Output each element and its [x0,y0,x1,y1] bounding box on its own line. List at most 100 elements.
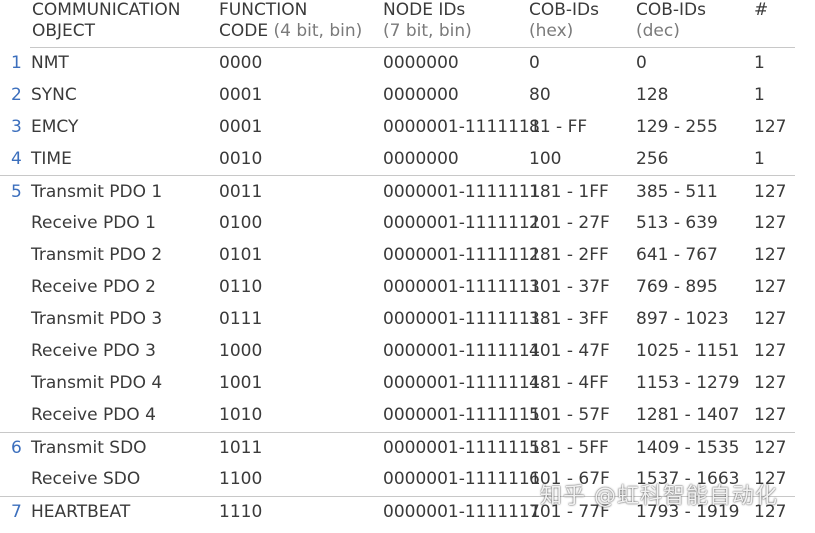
node-ids-cell: 0000001-1111111 [383,245,541,265]
group-number: 3 [11,117,22,137]
communication-object-cell: SYNC [31,85,77,105]
function-code-cell: 0000 [219,53,263,73]
table-row: 5 Transmit PDO 1 0011 0000001-1111111 181 - … [0,181,815,213]
group-number: 4 [11,149,22,169]
cob-id-dec-cell: 1281 - 1407 [636,405,740,425]
cob-id-hex-cell: 481 - 4FF [529,373,609,393]
cob-id-hex-cell: 81 - FF [529,117,588,137]
function-code-cell: 0001 [219,85,263,105]
group-number: 7 [11,502,22,522]
group-number: 6 [11,438,22,458]
node-ids-cell: 0000001-1111111 [383,182,541,202]
cob-id-dec-cell: 129 - 255 [636,117,718,137]
cob-id-hex-cell: 401 - 47F [529,341,610,361]
function-code-cell: 1010 [219,405,263,425]
count-cell: 127 [754,277,787,297]
count-cell: 127 [754,373,787,393]
header-divider [30,47,795,48]
cob-id-hex-cell: 100 [529,149,562,169]
communication-object-cell: TIME [31,149,72,169]
node-ids-cell: 0000001-1111111 [383,438,541,458]
cob-id-hex-cell: 581 - 5FF [529,438,609,458]
header-node-ids: NODE IDs (7 bit, bin) [383,0,472,41]
count-cell: 1 [754,85,765,105]
count-cell: 1 [754,149,765,169]
cob-id-hex-cell: 181 - 1FF [529,182,609,202]
count-cell: 1 [754,53,765,73]
cob-id-hex-cell: 701 - 77F [529,502,610,522]
count-cell: 127 [754,502,787,522]
node-ids-cell: 0000000 [383,85,459,105]
cob-id-dec-cell: 1537 - 1663 [636,469,740,489]
table-row: Transmit PDO 2 0101 0000001-1111111 281 - 2… [0,244,815,276]
watermark: 知乎 @虹科智能自动化 [540,484,778,509]
node-ids-cell: 0000000 [383,53,459,73]
cob-id-hex-cell: 501 - 57F [529,405,610,425]
node-ids-cell: 0000001-1111111 [383,502,541,522]
table-row: Transmit PDO 3 0111 0000001-1111111 381 - 3… [0,308,815,340]
communication-object-cell: EMCY [31,117,79,137]
cob-id-dec-cell: 769 - 895 [636,277,718,297]
count-cell: 127 [754,309,787,329]
table-row: Receive PDO 2 0110 0000001-1111111 301 - 37… [0,276,815,308]
table-row: 2 SYNC 0001 0000000 80 128 1 [0,84,815,116]
node-ids-cell: 0000001-1111111 [383,341,541,361]
group-divider [0,432,795,433]
function-code-cell: 1100 [219,469,263,489]
node-ids-cell: 0000001-1111111 [383,117,541,137]
function-code-cell: 0110 [219,277,263,297]
function-code-cell: 0001 [219,117,263,137]
cob-id-dec-cell: 641 - 767 [636,245,718,265]
header-function-code: FUNCTION CODE (4 bit, bin) [219,0,363,41]
communication-object-cell: Receive PDO 3 [31,341,156,361]
group-divider [0,496,795,497]
communication-object-cell: Transmit PDO 1 [31,182,163,202]
cob-id-dec-cell: 897 - 1023 [636,309,729,329]
header-count: # [754,0,769,20]
group-number: 5 [11,182,22,202]
table-row: 6 Transmit SDO 1011 0000001-1111111 581 - 5F… [0,437,815,469]
communication-object-cell: NMT [31,53,69,73]
node-ids-cell: 0000001-1111111 [383,405,541,425]
cob-id-hex-cell: 0 [529,53,540,73]
count-cell: 127 [754,245,787,265]
count-cell: 127 [754,469,787,489]
node-ids-cell: 0000001-1111111 [383,469,541,489]
function-code-cell: 0100 [219,213,263,233]
table-row: Receive PDO 1 0100 0000001-1111111 201 - 27… [0,212,815,244]
cob-id-hex-cell: 281 - 2FF [529,245,609,265]
count-cell: 127 [754,117,787,137]
node-ids-cell: 0000001-1111111 [383,277,541,297]
cob-id-dec-cell: 0 [636,53,647,73]
header-cob-ids-hex: COB-IDs (hex) [529,0,600,41]
table-row: 7 HEARTBEAT 1110 0000001-1111111 701 - 77F 17… [0,501,815,533]
count-cell: 127 [754,405,787,425]
communication-object-cell: Receive SDO [31,469,141,489]
cob-id-hex-cell: 80 [529,85,551,105]
function-code-cell: 1011 [219,438,263,458]
function-code-cell: 0111 [219,309,263,329]
cob-id-dec-cell: 128 [636,85,669,105]
communication-object-cell: Transmit PDO 2 [31,245,163,265]
table-row: Receive PDO 3 1000 0000001-1111111 401 - 47… [0,340,815,372]
communication-object-cell: Transmit PDO 4 [31,373,163,393]
table-row: 4 TIME 0010 0000000 100 256 1 [0,148,815,180]
cob-id-dec-cell: 256 [636,149,669,169]
function-code-cell: 1001 [219,373,263,393]
count-cell: 127 [754,438,787,458]
function-code-cell: 0101 [219,245,263,265]
function-code-cell: 0010 [219,149,263,169]
node-ids-cell: 0000001-1111111 [383,309,541,329]
group-number: 2 [11,85,22,105]
cob-id-dec-cell: 1409 - 1535 [636,438,740,458]
function-code-cell: 1000 [219,341,263,361]
count-cell: 127 [754,182,787,202]
node-ids-cell: 0000001-1111111 [383,373,541,393]
count-cell: 127 [754,213,787,233]
table-row: Receive PDO 4 1010 0000001-1111111 501 - 57… [0,404,815,436]
communication-object-cell: Transmit SDO [31,438,147,458]
cob-id-dec-cell: 1793 - 1919 [636,502,740,522]
cob-id-dec-cell: 513 - 639 [636,213,718,233]
communication-object-cell: Receive PDO 2 [31,277,156,297]
table-row: 1 NMT 0000 0000000 0 0 1 [0,52,815,84]
